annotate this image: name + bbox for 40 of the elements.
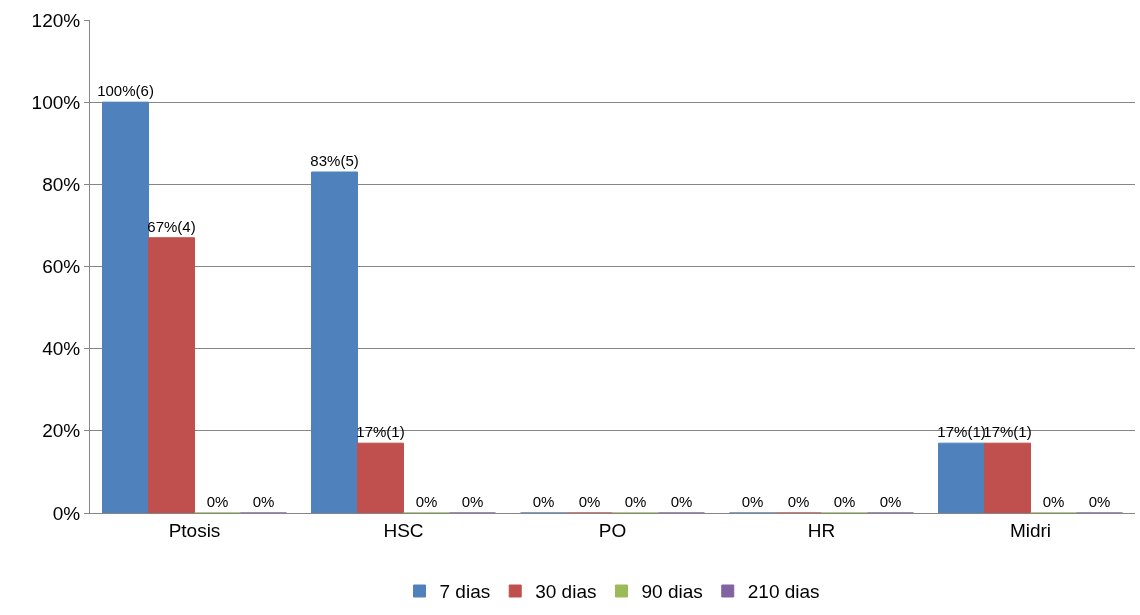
y-tick-label: 60%	[42, 256, 81, 278]
x-tick-label: PO	[598, 519, 627, 541]
bar	[148, 237, 195, 513]
y-tick-label: 20%	[42, 420, 81, 442]
x-tick-label: HSC	[383, 519, 424, 541]
data-label: 0%	[532, 493, 555, 510]
legend-label: 30 dias	[535, 581, 597, 603]
data-label: 0%	[415, 493, 438, 510]
y-tick-label: 80%	[42, 173, 81, 195]
bar	[938, 442, 986, 513]
data-label: 0%	[578, 493, 601, 510]
legend-label: 7 dias	[439, 581, 491, 603]
data-label: 0%	[670, 493, 693, 510]
data-label: 0%	[833, 493, 856, 510]
data-label: 0%	[1042, 493, 1065, 510]
data-label: 0%	[461, 493, 484, 510]
legend-label: 210 dias	[747, 581, 820, 603]
bar	[102, 101, 150, 513]
bar	[984, 442, 1031, 513]
data-label: 0%	[206, 493, 229, 510]
data-label: 0%	[741, 493, 764, 510]
x-tick-label: Ptosis	[168, 519, 221, 541]
y-tick-label: 40%	[42, 338, 81, 360]
data-label: 0%	[252, 493, 275, 510]
bar	[311, 171, 359, 513]
data-label: 0%	[879, 493, 902, 510]
x-tick-label: Midri	[1009, 519, 1052, 541]
data-label: 0%	[624, 493, 647, 510]
data-label: 83%(5)	[310, 152, 359, 170]
legend-label: 90 dias	[641, 581, 703, 603]
data-label: 100%(6)	[97, 82, 154, 100]
y-tick-label: 100%	[31, 91, 81, 113]
data-label: 0%	[1088, 493, 1111, 510]
data-label: 17%(1)	[983, 423, 1032, 441]
bar	[357, 442, 404, 513]
y-tick-label: 120%	[31, 9, 81, 31]
y-tick-label: 0%	[52, 502, 81, 524]
x-tick-label: HR	[807, 519, 836, 541]
data-label: 0%	[787, 493, 810, 510]
data-label: 17%(1)	[937, 423, 986, 441]
